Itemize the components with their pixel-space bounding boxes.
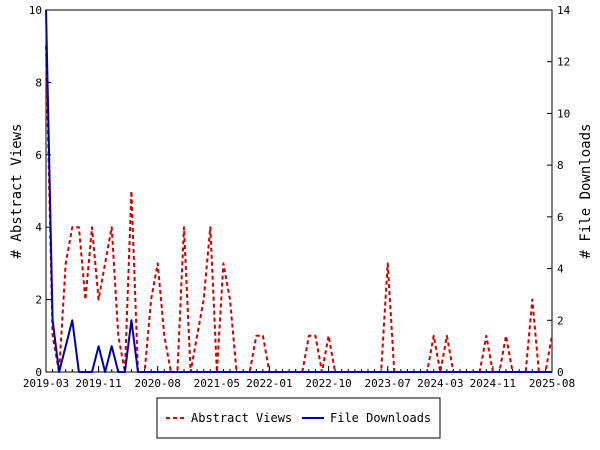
right-tick-label: 14 [557,4,571,17]
x-tick-label: 2022-01 [246,377,292,390]
x-tick-label: 2022-10 [305,377,351,390]
right-tick-label: 4 [557,263,564,276]
left-axis: 0 2 4 6 8 10 [29,4,51,379]
left-tick-label: 10 [29,4,42,17]
series-layer [45,9,553,373]
left-tick-label: 0 [35,366,42,379]
x-tick-label: 2019-11 [75,377,121,390]
left-tick-label: 2 [35,294,42,307]
left-tick-label: 8 [35,76,42,89]
x-tick-label: 2021-05 [194,377,240,390]
right-axis: 0 2 4 6 8 10 12 14 [547,4,571,379]
left-axis-title: # Abstract Views [9,124,25,259]
file-downloads-line [45,9,552,373]
right-tick-label: 8 [557,159,564,172]
right-tick-label: 12 [557,56,570,69]
left-tick-label: 6 [35,149,42,162]
right-tick-label: 2 [557,314,564,327]
legend-label-file-downloads: File Downloads [330,411,431,425]
right-tick-label: 0 [557,366,564,379]
x-tick-label: 2023-07 [365,377,411,390]
right-axis-title: # File Downloads [578,124,594,259]
x-tick-label: 2019-03 [23,377,69,390]
x-tick-label: 2025-08 [529,377,575,390]
legend-box [156,397,441,439]
right-tick-label: 10 [557,107,570,120]
legend: Abstract Views File Downloads [156,397,441,439]
left-tick-label: 4 [35,221,42,234]
right-tick-label: 6 [557,211,564,224]
plot-area [45,9,553,373]
x-axis: 2019-03 2019-11 2020-08 2021-05 2022-01 2022-… [23,366,575,390]
x-tick-label: 2024-03 [417,377,463,390]
legend-label-abstract-views: Abstract Views [191,411,292,425]
x-tick-label: 2020-08 [135,377,181,390]
x-tick-label: 2024-11 [470,377,516,390]
